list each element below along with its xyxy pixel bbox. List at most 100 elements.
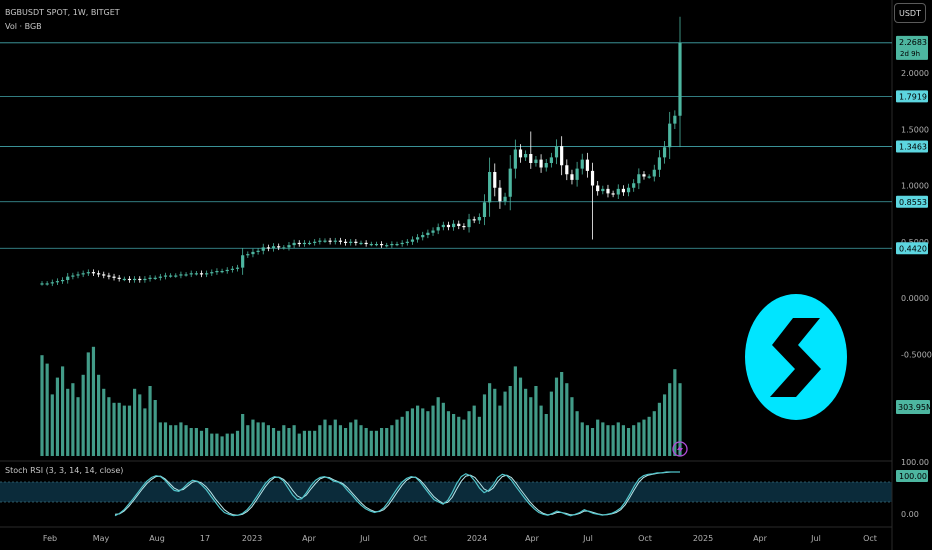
volume-bar bbox=[318, 425, 322, 456]
volume-bar bbox=[215, 433, 219, 456]
volume-bar bbox=[626, 428, 631, 456]
candle-body bbox=[596, 185, 600, 192]
volume-bar bbox=[241, 414, 245, 456]
candle-body bbox=[611, 193, 615, 195]
candle-body bbox=[405, 241, 409, 243]
stoch-tick-label: 0.00 bbox=[901, 510, 919, 519]
volume-bar bbox=[596, 419, 600, 456]
volume-bar bbox=[343, 428, 348, 456]
volume-bar bbox=[292, 425, 296, 456]
volume-bar bbox=[385, 428, 389, 456]
candle-body bbox=[323, 240, 327, 242]
candle-body bbox=[91, 272, 96, 274]
volume-bar bbox=[55, 377, 60, 456]
volume-bar bbox=[488, 383, 492, 456]
volume-tag bbox=[896, 400, 930, 414]
candle-body bbox=[467, 219, 471, 228]
volume-bar bbox=[524, 388, 528, 456]
candle-body bbox=[230, 268, 234, 270]
candle-body bbox=[518, 149, 523, 158]
volume-bar bbox=[199, 430, 204, 456]
candle-body bbox=[513, 149, 517, 169]
candle-body bbox=[508, 168, 512, 197]
candle-body bbox=[390, 244, 394, 246]
candle-body bbox=[287, 245, 291, 248]
candle-body bbox=[97, 273, 101, 275]
candle-body bbox=[102, 274, 106, 276]
volume-bar bbox=[657, 402, 662, 456]
volume-bar bbox=[220, 436, 224, 456]
candle-body bbox=[71, 275, 75, 277]
volume-bar bbox=[590, 428, 595, 456]
candle-body bbox=[133, 278, 137, 281]
volume-bar bbox=[287, 428, 291, 456]
candle-body bbox=[246, 254, 250, 256]
volume-bar bbox=[652, 411, 656, 456]
level-price-label: 1.3463 bbox=[899, 143, 927, 152]
volume-bar bbox=[637, 422, 641, 456]
volume-bar bbox=[575, 411, 579, 456]
volume-bar bbox=[359, 425, 363, 456]
candle-body bbox=[575, 168, 579, 180]
candle-body bbox=[143, 278, 147, 281]
candle-body bbox=[493, 172, 497, 188]
volume-bar bbox=[364, 428, 368, 456]
candle-body bbox=[194, 273, 198, 275]
candle-body bbox=[266, 247, 270, 249]
volume-bar bbox=[251, 419, 255, 456]
stoch-rsi bbox=[114, 471, 680, 517]
time-tick-label: Apr bbox=[302, 534, 317, 543]
candle-body bbox=[678, 42, 682, 116]
candle-body bbox=[606, 188, 610, 194]
candle-body bbox=[55, 281, 60, 283]
volume-bar bbox=[508, 386, 512, 456]
candle-body bbox=[565, 165, 569, 175]
volume-bar bbox=[493, 388, 497, 456]
level-price-label: 0.8553 bbox=[899, 198, 927, 207]
volume-bar bbox=[549, 391, 553, 456]
candle-body bbox=[256, 250, 260, 252]
volume-bar bbox=[225, 433, 229, 456]
volume-bar bbox=[606, 425, 610, 456]
candle-body bbox=[498, 187, 502, 202]
volume-bar bbox=[529, 397, 533, 456]
volume-bar bbox=[539, 405, 543, 456]
volume-bar bbox=[143, 408, 147, 456]
candle-body bbox=[277, 246, 281, 248]
price-tick-label: 1.5000 bbox=[901, 125, 929, 134]
volume-bar bbox=[189, 428, 193, 456]
candle-body bbox=[652, 169, 656, 177]
stoch-rsi-label: Stoch RSI (3, 3, 14, 14, close) bbox=[5, 466, 124, 475]
volume-bar bbox=[498, 405, 502, 456]
candle-body bbox=[199, 273, 204, 275]
volume-bar bbox=[246, 425, 250, 456]
candle-body bbox=[76, 274, 80, 276]
volume-bar bbox=[580, 422, 584, 456]
candle-body bbox=[328, 240, 332, 242]
candle-body bbox=[359, 242, 363, 245]
currency-button[interactable]: USDT bbox=[894, 3, 926, 23]
volume-label: Vol · BGB bbox=[5, 22, 42, 31]
candle-body bbox=[642, 174, 646, 177]
lightning-icon[interactable] bbox=[672, 441, 688, 457]
price-tick-label: 0.5000 bbox=[901, 238, 929, 247]
volume-bar bbox=[81, 374, 85, 456]
volume-bar bbox=[112, 402, 116, 456]
candle-body bbox=[570, 174, 574, 180]
candle-body bbox=[148, 277, 152, 279]
volume-bar bbox=[400, 416, 404, 456]
candle-body bbox=[220, 271, 224, 273]
candle-body bbox=[210, 272, 214, 274]
volume-bar bbox=[91, 346, 96, 456]
candle-body bbox=[431, 230, 435, 233]
candle-body bbox=[446, 224, 451, 228]
volume-bar bbox=[179, 422, 183, 456]
volume-bar bbox=[544, 414, 548, 456]
volume-bar bbox=[133, 388, 137, 456]
candle-body bbox=[174, 275, 178, 277]
volume-bar bbox=[477, 416, 481, 456]
volume-bar bbox=[621, 425, 625, 456]
candle-body bbox=[153, 277, 157, 279]
volume-bar bbox=[565, 383, 569, 456]
